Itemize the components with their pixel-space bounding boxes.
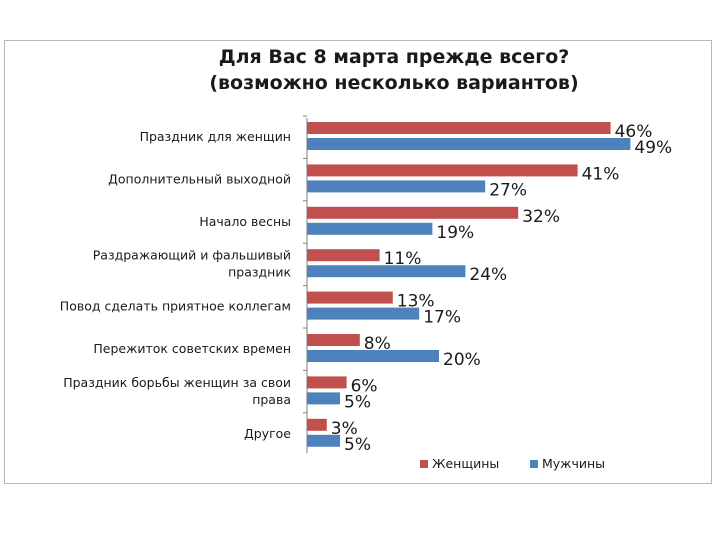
data-label: 17%	[423, 308, 461, 328]
bar-men	[307, 265, 466, 278]
category-label: Праздник для женщин	[140, 129, 291, 144]
category-label: праздник	[228, 265, 291, 280]
bar-men	[307, 392, 340, 405]
category-label: права	[252, 392, 291, 407]
data-label: 5%	[344, 392, 371, 412]
bar-men	[307, 307, 420, 320]
bar-women	[307, 206, 519, 219]
bar-women	[307, 291, 393, 304]
bar-men	[307, 350, 439, 362]
bar-women	[307, 376, 347, 389]
legend-label: Мужчины	[542, 456, 605, 471]
chart-title-block: Для Вас 8 марта прежде всего? (возможно …	[0, 44, 720, 96]
chart-title: Для Вас 8 марта прежде всего?	[218, 46, 570, 68]
category-label: Другое	[244, 426, 291, 441]
chart-subtitle: (возможно несколько вариантов)	[209, 72, 579, 94]
data-label: 27%	[489, 180, 527, 200]
bar-women	[307, 164, 578, 177]
bar-women	[307, 249, 380, 262]
category-label: Пережиток советских времен	[93, 341, 291, 356]
bar-women	[307, 334, 360, 346]
category-label: Праздник борьбы женщин за свои	[63, 375, 291, 390]
data-label: 11%	[384, 249, 422, 269]
bar-women	[307, 122, 611, 134]
bar-men	[307, 222, 433, 235]
data-label: 19%	[436, 223, 474, 243]
legend-swatch	[530, 460, 538, 468]
data-label: 5%	[344, 435, 371, 455]
data-label: 46%	[615, 122, 653, 142]
data-label: 13%	[397, 292, 435, 312]
bar-men	[307, 138, 631, 150]
chart-frame	[4, 40, 712, 484]
category-label: Дополнительный выходной	[108, 171, 291, 186]
data-label: 3%	[331, 419, 358, 439]
category-label: Начало весны	[199, 214, 291, 229]
category-label: Раздражающий и фальшивый	[93, 248, 291, 263]
data-label: 32%	[522, 207, 560, 227]
bar-women	[307, 418, 327, 431]
data-label: 24%	[469, 265, 507, 285]
data-label: 41%	[582, 164, 620, 184]
data-label: 20%	[443, 350, 481, 370]
data-label: 49%	[634, 138, 672, 158]
data-label: 6%	[351, 376, 378, 396]
legend-swatch	[420, 460, 428, 468]
bar-men	[307, 434, 340, 447]
category-label: Повод сделать приятное коллегам	[60, 299, 291, 314]
data-label: 8%	[364, 334, 391, 354]
legend-label: Женщины	[432, 456, 499, 471]
bar-men	[307, 180, 486, 193]
